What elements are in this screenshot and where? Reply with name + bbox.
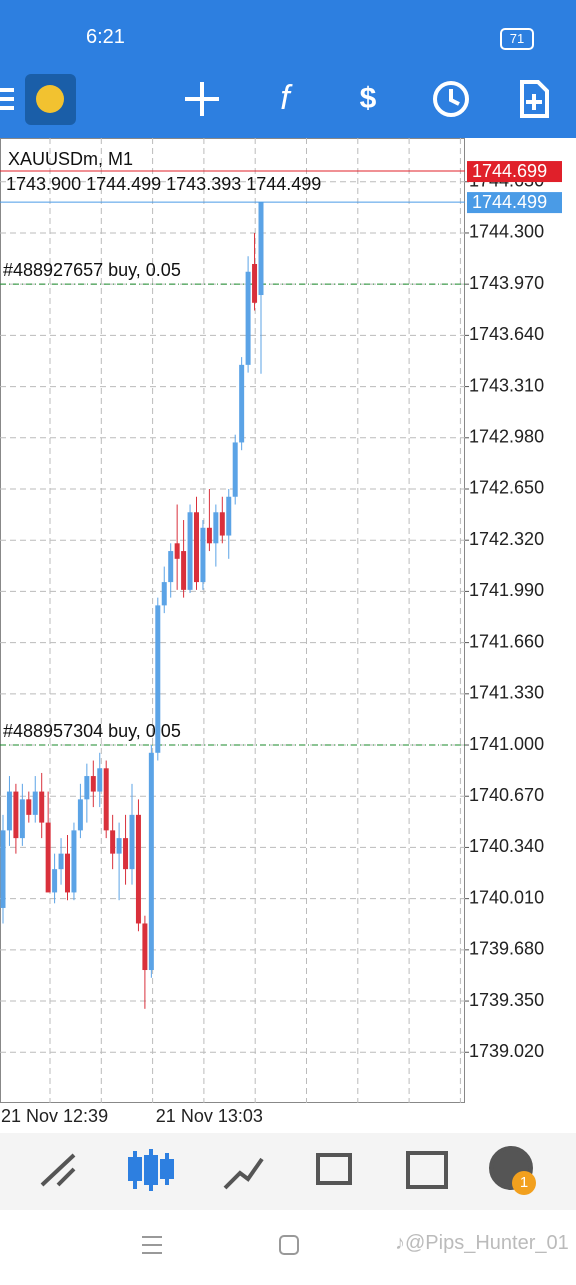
candle-body — [226, 496, 232, 536]
svg-text:$: $ — [360, 82, 377, 115]
candle-body — [110, 830, 116, 854]
candle-body — [142, 923, 148, 971]
candle-body — [32, 791, 38, 815]
y-tick-label: 1741.990 — [469, 580, 544, 600]
candle-body — [148, 752, 154, 971]
y-tick-label: 1743.310 — [469, 375, 544, 395]
y-tick-label: 1739.680 — [469, 939, 544, 959]
toolbar-icons: f $ — [0, 74, 549, 125]
candle-body — [187, 512, 193, 590]
y-tick-label: 1742.650 — [469, 478, 544, 498]
bid-tag — [467, 192, 562, 214]
y-tick-label: 1740.670 — [469, 785, 544, 805]
candle-body — [155, 605, 161, 753]
svg-text:f: f — [280, 79, 293, 117]
chat-badge: 1 — [512, 1171, 536, 1195]
candle-body — [45, 822, 51, 893]
ohlc-info: 1743.900 1744.499 1743.393 1744.499 — [6, 174, 321, 194]
candle-body — [6, 791, 12, 831]
y-tick-label: 1743.640 — [469, 324, 544, 344]
candle-body — [213, 512, 219, 544]
system-buttons — [142, 1235, 299, 1255]
x-tick-label: 21 Nov 12:39 — [1, 1106, 108, 1126]
y-tick-label: 1740.340 — [469, 836, 544, 856]
ask-tag — [467, 161, 562, 183]
y-tick-label: 1739.020 — [469, 1041, 544, 1061]
candle-body — [174, 543, 180, 559]
candle-body — [19, 799, 25, 839]
candle-body — [200, 527, 206, 583]
top-bar: 6:21 71 f $ — [0, 0, 576, 138]
candle-body — [13, 791, 19, 839]
y-tick-label: 1742.320 — [469, 529, 544, 549]
watermark: ♪@Pips_Hunter_01 — [395, 1232, 569, 1254]
chart-title: XAUUSDm, M1 — [8, 149, 133, 169]
candle-body — [219, 512, 225, 536]
candle-body — [26, 799, 32, 815]
system-nav — [0, 1210, 576, 1280]
candle-body — [39, 791, 45, 823]
y-tick-label: 1741.000 — [469, 734, 544, 754]
candle-body — [77, 799, 83, 831]
candle-body — [90, 776, 96, 792]
bid-label: 1744.499 — [472, 192, 547, 212]
order-label: #488957304 buy, 0.05 — [3, 721, 181, 741]
y-tick-label: 1740.010 — [469, 887, 544, 907]
candle-body — [71, 830, 77, 893]
y-tick-label: 1742.980 — [469, 427, 544, 447]
status-time: 6:21 — [86, 26, 125, 48]
candle-body — [129, 814, 135, 870]
plot-area — [0, 138, 465, 1103]
candle-body — [194, 512, 199, 583]
candle-body — [0, 830, 6, 908]
y-tick-label: 1741.660 — [469, 631, 544, 651]
candle-body — [65, 853, 70, 893]
candle-body — [161, 582, 167, 606]
ask-label: 1744.699 — [472, 161, 547, 181]
candle-body — [168, 551, 174, 583]
candle-body — [116, 838, 122, 854]
candle-body — [103, 768, 109, 831]
candle-body — [232, 442, 238, 497]
y-tick-label: 1739.350 — [469, 990, 544, 1010]
candle-body — [135, 814, 141, 924]
y-tick-label: 1741.330 — [469, 683, 544, 703]
candle-body — [206, 527, 212, 544]
candle-body — [239, 364, 245, 443]
candle-body — [97, 768, 103, 792]
y-tick-label: 1743.970 — [469, 273, 544, 293]
candle-body — [52, 869, 58, 893]
bottom-nav — [0, 1133, 576, 1210]
y-tick-label: 1744.300 — [469, 222, 544, 242]
order-label: #488927657 buy, 0.05 — [3, 260, 181, 280]
candle-body — [245, 271, 251, 365]
candle-body — [181, 551, 187, 590]
candle-body — [123, 838, 129, 870]
candle-body — [252, 263, 258, 303]
candle-body — [258, 202, 264, 296]
candle-body — [84, 776, 90, 800]
nav-icons — [40, 1146, 533, 1191]
chart: 1739.020 1739.350 1739.680 1740.010 1740.340… — [0, 138, 562, 1126]
x-tick-label: 21 Nov 13:03 — [156, 1106, 263, 1126]
battery: 71 — [500, 28, 534, 50]
candle-body — [58, 853, 64, 870]
